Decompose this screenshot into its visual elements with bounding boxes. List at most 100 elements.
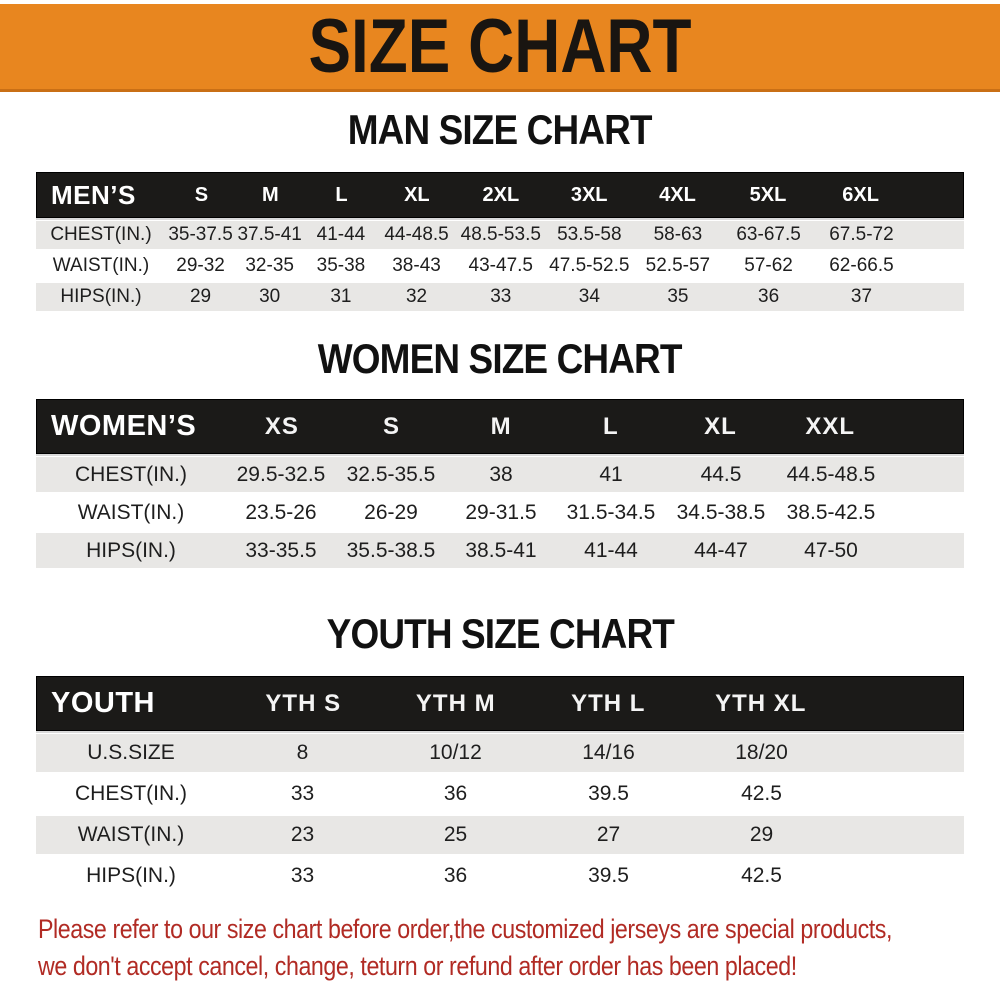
value-cell: 41-44 bbox=[584, 538, 638, 562]
table-row: WAIST(IN.) 23 25 27 29 bbox=[36, 816, 964, 854]
table-name-label: MEN’S bbox=[51, 179, 136, 210]
value-cell: 35 bbox=[667, 286, 689, 307]
value-cell: 44.5 bbox=[700, 462, 742, 486]
row-label: CHEST(IN.) bbox=[75, 462, 187, 486]
value-cell: 41 bbox=[599, 462, 623, 486]
column-header: L bbox=[335, 183, 348, 206]
table-row: CHEST(IN.) 35-37.5 37.5-41 41-44 44-48.5 48.5… bbox=[36, 221, 964, 249]
table-header-row: WOMEN’S XS S M L XL XXL bbox=[36, 399, 964, 454]
column-header: 4XL bbox=[659, 183, 696, 206]
row-label: WAIST(IN.) bbox=[52, 255, 150, 276]
value-cell: 33 bbox=[290, 782, 315, 805]
value-cell: 38-43 bbox=[392, 255, 441, 276]
column-header: 6XL bbox=[842, 183, 879, 206]
value-cell: 39.5 bbox=[588, 782, 629, 805]
value-cell: 43-47.5 bbox=[468, 255, 533, 276]
womens-size-table: WOMEN’S XS S M L XL XXL CHEST(IN.) 29.5-32.5 32.5… bbox=[36, 399, 964, 568]
column-header: M bbox=[262, 183, 279, 206]
column-header: YTH XL bbox=[715, 689, 807, 717]
value-cell: 36 bbox=[758, 286, 780, 307]
value-cell: 38.5-41 bbox=[465, 538, 537, 562]
value-cell: 63-67.5 bbox=[736, 224, 801, 245]
row-label: CHEST(IN.) bbox=[75, 782, 187, 805]
value-cell: 29-31.5 bbox=[465, 500, 537, 524]
column-header: YTH S bbox=[265, 689, 342, 717]
column-header: S bbox=[194, 183, 209, 206]
table-row: WAIST(IN.) 23.5-26 26-29 29-31.5 31.5-34.5 34… bbox=[36, 495, 964, 530]
column-header: YTH M bbox=[415, 689, 496, 717]
value-cell: 29-32 bbox=[176, 255, 225, 276]
value-cell: 18/20 bbox=[735, 741, 788, 764]
value-cell: 25 bbox=[443, 823, 468, 846]
column-header: 3XL bbox=[570, 183, 608, 206]
column-header: S bbox=[382, 412, 400, 440]
column-header: M bbox=[490, 412, 512, 440]
youth-size-table: YOUTH YTH S YTH M YTH L YTH XL U.S.SIZE 8 10/12… bbox=[36, 676, 964, 895]
table-row: HIPS(IN.) 33 36 39.5 42.5 bbox=[36, 857, 964, 895]
value-cell: 39.5 bbox=[588, 864, 629, 887]
value-cell: 47-50 bbox=[804, 538, 858, 562]
footer-note: Please refer to our size chart before or… bbox=[38, 911, 1000, 985]
value-cell: 33 bbox=[290, 864, 315, 887]
column-header: 2XL bbox=[482, 183, 520, 206]
man-size-chart-heading: MAN SIZE CHART bbox=[0, 108, 1000, 152]
value-cell: 23 bbox=[290, 823, 315, 846]
mens-size-table: MEN’S S M L XL 2XL 3XL 4XL 5XL 6XL CHEST(IN.) 35-37… bbox=[36, 172, 964, 311]
value-cell: 31 bbox=[330, 286, 352, 307]
value-cell: 30 bbox=[259, 286, 281, 307]
footer-note-line-1: Please refer to our size chart before or… bbox=[38, 914, 892, 944]
value-cell: 35.5-38.5 bbox=[346, 538, 436, 562]
row-label: U.S.SIZE bbox=[87, 741, 175, 764]
table-row: CHEST(IN.) 33 36 39.5 42.5 bbox=[36, 775, 964, 813]
value-cell: 35-37.5 bbox=[168, 224, 233, 245]
value-cell: 42.5 bbox=[741, 864, 782, 887]
women-size-chart-section: WOMEN SIZE CHART WOMEN’S XS S M L XL XXL CHEST(… bbox=[0, 337, 1000, 568]
row-label: WAIST(IN.) bbox=[77, 823, 185, 846]
youth-size-chart-heading-text: YOUTH SIZE CHART bbox=[326, 610, 674, 657]
women-size-chart-heading-text: WOMEN SIZE CHART bbox=[318, 335, 683, 382]
value-cell: 29 bbox=[749, 823, 774, 846]
value-cell: 58-63 bbox=[653, 224, 703, 245]
value-cell: 47.5-52.5 bbox=[549, 255, 630, 276]
value-cell: 33 bbox=[490, 286, 512, 307]
table-header-row: MEN’S S M L XL 2XL 3XL 4XL 5XL 6XL bbox=[36, 172, 964, 218]
banner-title: SIZE CHART bbox=[308, 3, 692, 89]
table-row: WAIST(IN.) 29-32 32-35 35-38 38-43 43-47.5 47.… bbox=[36, 252, 964, 280]
value-cell: 34 bbox=[578, 286, 600, 307]
value-cell: 23.5-26 bbox=[245, 500, 317, 524]
value-cell: 44-48.5 bbox=[384, 224, 449, 245]
value-cell: 31.5-34.5 bbox=[566, 500, 656, 524]
value-cell: 38.5-42.5 bbox=[786, 500, 876, 524]
value-cell: 14/16 bbox=[582, 741, 635, 764]
value-cell: 41-44 bbox=[316, 224, 366, 245]
value-cell: 10/12 bbox=[429, 741, 482, 764]
value-cell: 27 bbox=[596, 823, 621, 846]
value-cell: 29.5-32.5 bbox=[236, 462, 326, 486]
size-chart-page: SIZE CHART MAN SIZE CHART MEN’S S M L XL 2XL 3… bbox=[0, 4, 1000, 1004]
row-label: HIPS(IN.) bbox=[60, 286, 142, 307]
value-cell: 44-47 bbox=[694, 538, 748, 562]
footer-note-line-2: we don't accept cancel, change, teturn o… bbox=[38, 951, 797, 981]
value-cell: 53.5-58 bbox=[557, 224, 622, 245]
column-header: XS bbox=[264, 412, 299, 440]
youth-size-chart-heading: YOUTH SIZE CHART bbox=[0, 612, 1000, 656]
value-cell: 44.5-48.5 bbox=[786, 462, 876, 486]
column-header: 5XL bbox=[749, 183, 787, 206]
value-cell: 34.5-38.5 bbox=[676, 500, 766, 524]
table-row: HIPS(IN.) 33-35.5 35.5-38.5 38.5-41 41-44 44-… bbox=[36, 533, 964, 568]
women-size-chart-heading: WOMEN SIZE CHART bbox=[0, 337, 1000, 381]
value-cell: 37.5-41 bbox=[237, 224, 302, 245]
column-header: YTH L bbox=[571, 689, 646, 717]
value-cell: 8 bbox=[296, 741, 309, 764]
table-name-label: YOUTH bbox=[51, 687, 155, 719]
value-cell: 38 bbox=[489, 462, 513, 486]
value-cell: 52.5-57 bbox=[645, 255, 711, 276]
column-header: XL bbox=[404, 183, 430, 206]
youth-size-chart-section: YOUTH SIZE CHART YOUTH YTH S YTH M YTH L YTH… bbox=[0, 612, 1000, 895]
table-name-label: WOMEN’S bbox=[51, 410, 197, 442]
value-cell: 29 bbox=[189, 286, 212, 307]
column-header: L bbox=[602, 412, 619, 440]
row-label: HIPS(IN.) bbox=[86, 538, 176, 562]
value-cell: 32 bbox=[405, 286, 428, 307]
man-size-chart-heading-text: MAN SIZE CHART bbox=[348, 106, 653, 153]
